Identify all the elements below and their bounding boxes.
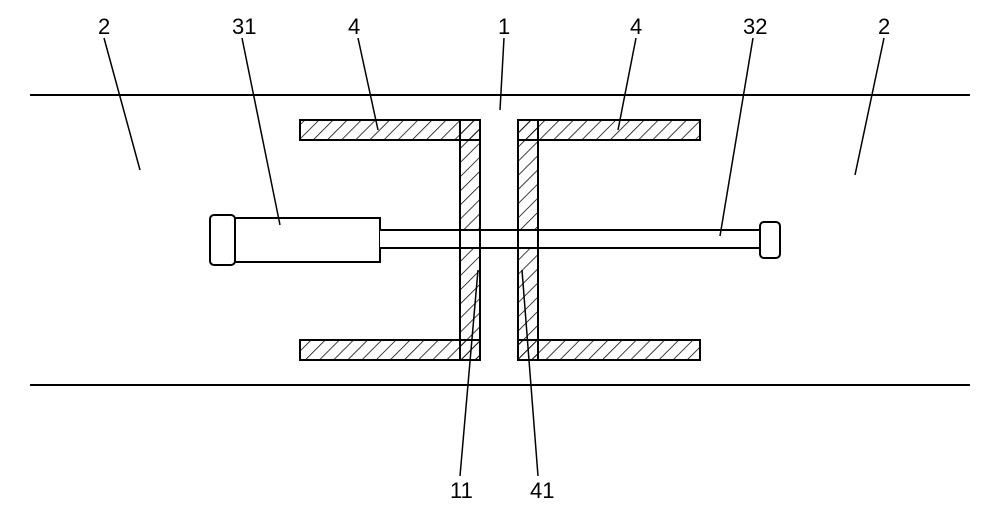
label-left-2: 2 [98, 14, 110, 40]
leader-31 [242, 38, 280, 225]
leader-left-2 [104, 38, 140, 170]
label-right-4: 4 [630, 14, 642, 40]
rod-fill [380, 230, 760, 248]
label-31: 31 [232, 14, 256, 40]
diagram-svg [0, 0, 1000, 516]
leader-right-4 [618, 38, 636, 130]
cylinder-left-head [210, 215, 235, 265]
label-32: 32 [743, 14, 767, 40]
leader-32 [720, 38, 753, 236]
cylinder-body [235, 218, 380, 262]
cylinder-right-head [760, 222, 780, 258]
label-1: 1 [498, 14, 510, 40]
label-right-2: 2 [878, 14, 890, 40]
label-11: 11 [450, 478, 473, 504]
right-channel-top-flange [518, 120, 700, 140]
leader-1 [500, 38, 504, 110]
right-channel-bottom-flange [518, 340, 700, 360]
left-channel-top-flange [300, 120, 480, 140]
leader-right-2 [855, 38, 884, 175]
leader-left-4 [358, 38, 378, 130]
label-41: 41 [530, 478, 554, 504]
left-channel-bottom-flange [300, 340, 480, 360]
label-left-4: 4 [348, 14, 360, 40]
